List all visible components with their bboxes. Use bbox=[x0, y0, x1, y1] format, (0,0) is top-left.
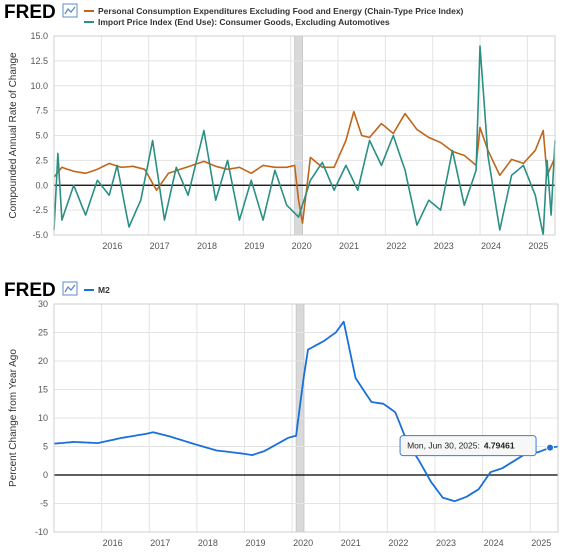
x-tick-label: 2024 bbox=[481, 241, 501, 251]
x-tick-label: 2018 bbox=[198, 538, 218, 548]
y-tick-label: 5.0 bbox=[35, 131, 48, 141]
x-tick-label: 2019 bbox=[245, 538, 265, 548]
y-axis-title: Percent Change from Year Ago bbox=[8, 349, 19, 487]
y-tick-label: 2.5 bbox=[35, 155, 48, 165]
y-tick-label: -5 bbox=[40, 499, 48, 509]
x-tick-label: 2020 bbox=[292, 241, 312, 251]
x-tick-label: 2023 bbox=[436, 538, 456, 548]
y-tick-label: 15 bbox=[38, 385, 48, 395]
y-axis-title: Compounded Annual Rate of Change bbox=[8, 52, 19, 219]
plot-frame bbox=[53, 35, 556, 236]
series-line-0 bbox=[53, 320, 559, 503]
x-tick-label: 2018 bbox=[197, 241, 217, 251]
legend-label-0: M2 bbox=[98, 285, 110, 295]
y-tick-label: 7.5 bbox=[35, 106, 48, 116]
x-tick-label: 2021 bbox=[341, 538, 361, 548]
chart-m2-growth: FRED M2 30 25 20 15 10 5 0 -5 -10 2016 2017 2018 2019 2… bbox=[4, 280, 559, 548]
chart-pce-vs-import-prices: FRED Personal Consumption Expenditures Ex… bbox=[4, 2, 556, 251]
y-tick-label: -2.5 bbox=[32, 205, 48, 215]
x-tick-label: 2016 bbox=[103, 538, 123, 548]
y-tick-label: 10 bbox=[38, 413, 48, 423]
line-chart-icon-line bbox=[64, 284, 76, 293]
y-tick-label: 0.0 bbox=[35, 180, 48, 190]
x-tick-label: 2022 bbox=[388, 538, 408, 548]
legend-label-1: Import Price Index (End Use): Consumer G… bbox=[98, 17, 390, 27]
tooltip-text: Mon, Jun 30, 2025: 4.79461 bbox=[407, 441, 515, 451]
x-tick-label: 2017 bbox=[150, 538, 170, 548]
line-chart-icon bbox=[62, 281, 78, 296]
x-tick-label: 2024 bbox=[484, 538, 504, 548]
y-tick-label: 5 bbox=[43, 442, 48, 452]
y-tick-label: 10.0 bbox=[30, 81, 48, 91]
highlight-marker[interactable] bbox=[546, 443, 555, 452]
line-chart-icon-line bbox=[64, 6, 76, 15]
x-tick-label: 2021 bbox=[339, 241, 359, 251]
tooltip-date: Mon, Jun 30, 2025: bbox=[407, 441, 480, 451]
x-tick-label: 2022 bbox=[386, 241, 406, 251]
x-tick-label: 2019 bbox=[244, 241, 264, 251]
x-tick-label: 2020 bbox=[293, 538, 313, 548]
y-tick-label: 12.5 bbox=[30, 56, 48, 66]
line-chart-icon bbox=[62, 3, 78, 18]
x-tick-label: 2016 bbox=[102, 241, 122, 251]
plot-frame bbox=[53, 303, 559, 533]
y-tick-label: 30 bbox=[38, 299, 48, 309]
series-line-0 bbox=[53, 110, 556, 224]
y-tick-label: 25 bbox=[38, 328, 48, 338]
x-tick-label: 2017 bbox=[150, 241, 170, 251]
y-tick-label: 0 bbox=[43, 470, 48, 480]
y-tick-label: -10 bbox=[35, 527, 48, 537]
y-tick-label: 15.0 bbox=[30, 31, 48, 41]
x-tick-label: 2023 bbox=[434, 241, 454, 251]
x-tick-label: 2025 bbox=[528, 241, 548, 251]
tooltip-value: 4.79461 bbox=[484, 441, 515, 451]
y-tick-label: 20 bbox=[38, 356, 48, 366]
fred-logo: FRED bbox=[4, 2, 56, 23]
y-tick-label: -5.0 bbox=[32, 230, 48, 240]
legend-label-0: Personal Consumption Expenditures Exclud… bbox=[98, 6, 464, 16]
series-line-1 bbox=[53, 45, 556, 236]
x-tick-label: 2025 bbox=[531, 538, 551, 548]
tooltip-box bbox=[399, 435, 537, 457]
fred-logo: FRED bbox=[4, 280, 56, 301]
